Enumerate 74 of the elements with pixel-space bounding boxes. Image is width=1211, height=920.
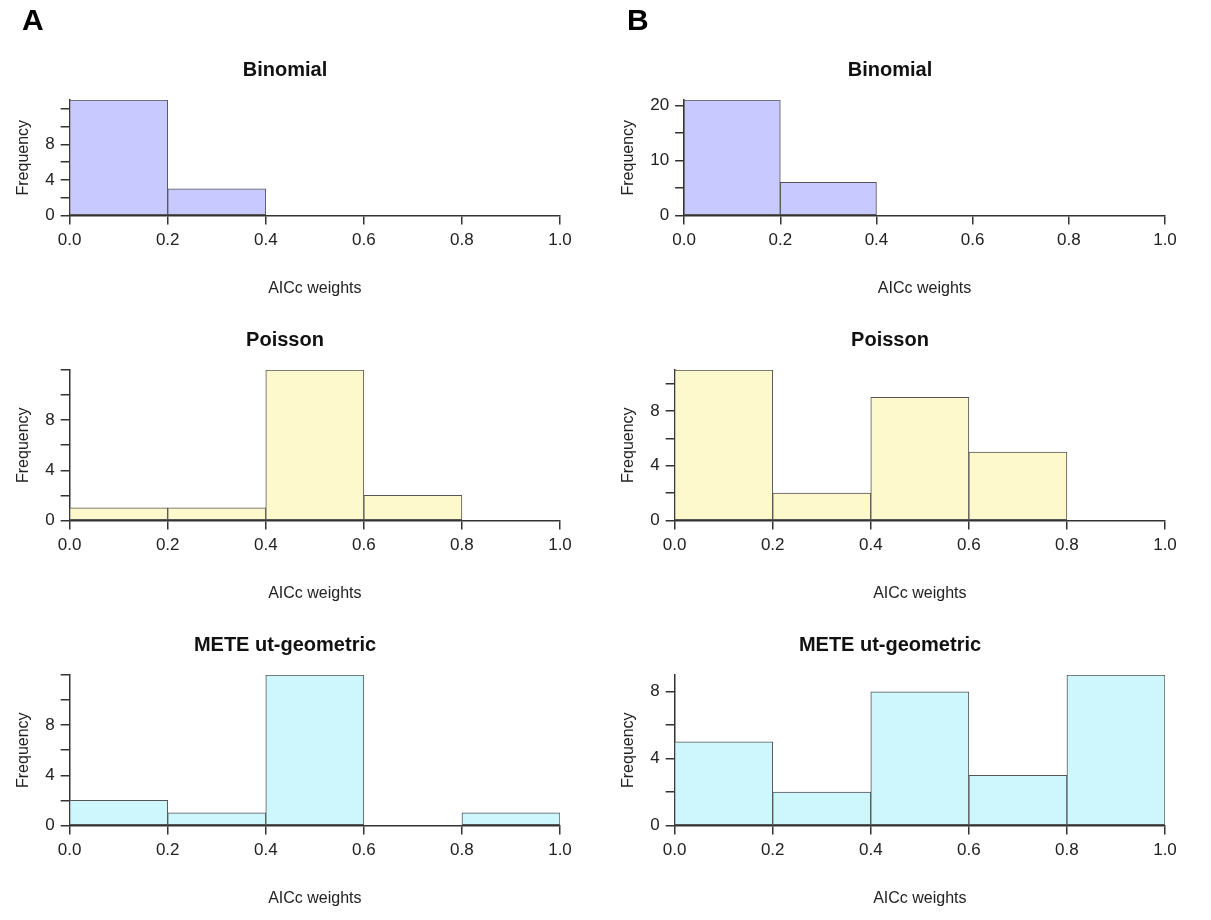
y-axis-title: Frequency xyxy=(619,407,637,483)
x-tick-label: 0.0 xyxy=(672,230,696,250)
x-tick-label: 0.0 xyxy=(662,535,687,555)
y-axis-title: Frequency xyxy=(14,712,32,788)
y-axis-title: Frequency xyxy=(14,119,32,196)
x-tick-label: 0.4 xyxy=(858,840,883,860)
y-tick-label: 4 xyxy=(45,764,55,784)
x-tick-label: 0.4 xyxy=(253,840,278,860)
x-tick-label: 0.2 xyxy=(760,840,785,860)
x-tick-label: 1.0 xyxy=(548,840,572,860)
x-axis-title: AICc weights xyxy=(877,278,972,296)
x-tick-label: 0.4 xyxy=(253,535,278,555)
x-axis-title: AICc weights xyxy=(268,583,362,601)
y-tick-label: 4 xyxy=(650,748,660,768)
chart-title: METE ut-geometric xyxy=(193,632,377,655)
x-axis-title: AICc weights xyxy=(873,583,967,601)
text: B xyxy=(626,2,650,38)
text: A xyxy=(21,2,45,38)
x-tick-label: 0.2 xyxy=(155,230,180,250)
x-tick-label: 0.0 xyxy=(662,840,687,860)
x-tick-label: 1.0 xyxy=(548,230,572,250)
x-tick-label: 0.8 xyxy=(1055,535,1079,555)
x-axis-title: AICc weights xyxy=(873,888,967,906)
x-tick-label: 0.0 xyxy=(57,230,82,250)
y-tick-label: 8 xyxy=(45,134,55,154)
y-tick-label: 0 xyxy=(45,815,55,835)
x-tick-label: 0.6 xyxy=(957,840,981,860)
x-tick-label: 0.6 xyxy=(957,535,981,555)
y-tick-label: 10 xyxy=(650,150,670,170)
y-tick-label: 0 xyxy=(659,205,670,225)
x-tick-label: 0.6 xyxy=(352,840,376,860)
x-tick-label: 0.6 xyxy=(960,230,985,250)
y-tick-label: 8 xyxy=(650,681,660,701)
x-tick-label: 0.8 xyxy=(1057,230,1081,250)
y-tick-label: 8 xyxy=(650,400,660,420)
y-tick-label: 0 xyxy=(650,815,660,835)
x-tick-label: 0.2 xyxy=(760,535,785,555)
chart-title: Binomial xyxy=(242,57,328,80)
chart-title: Poisson xyxy=(246,327,324,350)
x-tick-label: 1.0 xyxy=(1153,840,1177,860)
x-tick-label: 0.4 xyxy=(864,230,889,250)
x-tick-label: 0.8 xyxy=(450,840,474,860)
x-tick-label: 0.6 xyxy=(352,535,376,555)
chart-title: Binomial xyxy=(847,57,933,80)
x-tick-label: 0.4 xyxy=(253,230,278,250)
x-tick-label: 0.2 xyxy=(768,230,793,250)
chart-title: METE ut-geometric xyxy=(798,632,982,655)
x-tick-label: 0.0 xyxy=(57,840,82,860)
x-tick-label: 0.2 xyxy=(155,840,180,860)
x-axis-title: AICc weights xyxy=(268,278,362,296)
y-tick-label: 4 xyxy=(45,169,55,189)
y-tick-label: 4 xyxy=(45,459,55,479)
x-tick-label: 0.2 xyxy=(155,535,180,555)
x-tick-label: 0.0 xyxy=(57,535,82,555)
chart-title: Poisson xyxy=(851,327,929,350)
y-tick-label: 8 xyxy=(45,409,55,429)
x-tick-label: 0.6 xyxy=(352,230,376,250)
x-tick-label: 0.8 xyxy=(450,535,474,555)
y-tick-label: 4 xyxy=(650,455,660,475)
x-tick-label: 0.8 xyxy=(1055,840,1079,860)
x-axis-title: AICc weights xyxy=(268,888,362,906)
y-axis-title: Frequency xyxy=(14,407,32,483)
x-tick-label: 0.8 xyxy=(450,230,474,250)
x-tick-label: 0.4 xyxy=(858,535,883,555)
y-tick-label: 0 xyxy=(45,205,55,225)
y-tick-label: 8 xyxy=(45,714,55,734)
x-tick-label: 1.0 xyxy=(548,535,572,555)
y-tick-label: 0 xyxy=(650,510,660,530)
y-tick-label: 0 xyxy=(45,510,55,530)
x-tick-label: 1.0 xyxy=(1153,535,1177,555)
y-axis-title: Frequency xyxy=(619,119,637,196)
y-axis-title: Frequency xyxy=(619,712,637,788)
x-tick-label: 1.0 xyxy=(1153,230,1177,250)
y-tick-label: 20 xyxy=(650,95,670,115)
